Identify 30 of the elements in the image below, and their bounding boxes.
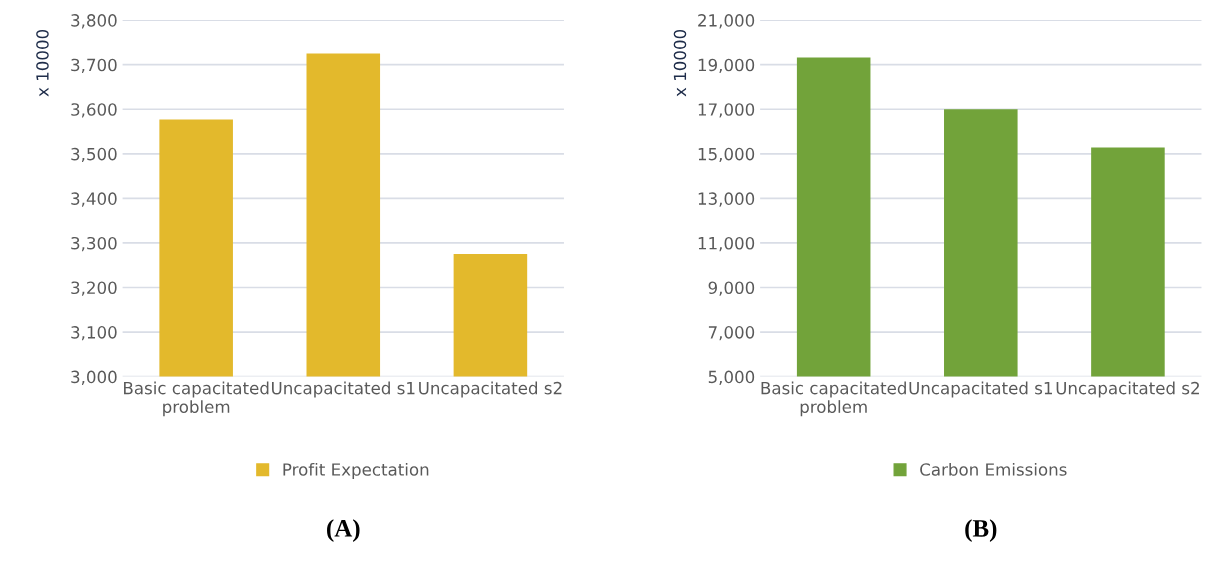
text: (A) <box>327 519 360 542</box>
y-tick-label: 7,000 <box>708 326 755 341</box>
x-tick-label: Basic capacitated problem <box>761 381 906 417</box>
y-axis-title: x 10000 <box>36 29 49 97</box>
y-tick-label: 3,400 <box>71 192 117 207</box>
y-tick-label: 3,100 <box>71 326 117 341</box>
y-tick-label: 11,000 <box>698 236 755 252</box>
x-tick-label: Uncapacitated s1 <box>909 381 1052 398</box>
y-tick-label: 9,000 <box>708 281 755 296</box>
y-tick-label: 3,800 <box>71 14 117 29</box>
x-tick-label: Uncapacitated s2 <box>419 381 562 398</box>
y-tick-label: 3,600 <box>71 103 117 118</box>
y-tick-label: 13,000 <box>698 192 755 207</box>
y-tick-label: 3,700 <box>71 58 117 73</box>
y-tick-label: 15,000 <box>698 147 755 163</box>
text: (B) <box>965 519 997 542</box>
legend-label: Profit Expectation <box>283 462 429 480</box>
x-tick-label: Uncapacitated s1 <box>272 381 415 398</box>
x-tick-label: Uncapacitated s2 <box>1056 381 1199 398</box>
x-tick-label: Basic capacitated problem <box>124 381 269 417</box>
y-tick-label: 3,200 <box>71 281 117 296</box>
y-tick-label: 5,000 <box>708 370 755 385</box>
y-axis-title: x 10000 <box>673 29 687 97</box>
y-tick-label: 17,000 <box>698 103 755 118</box>
legend-label: Carbon Emissions <box>920 462 1067 476</box>
y-tick-label: 3,000 <box>71 370 117 385</box>
y-tick-label: 19,000 <box>698 58 755 73</box>
y-tick-label: 3,300 <box>71 236 117 252</box>
y-tick-label: 3,500 <box>71 147 117 163</box>
y-tick-label: 21,000 <box>698 14 755 29</box>
